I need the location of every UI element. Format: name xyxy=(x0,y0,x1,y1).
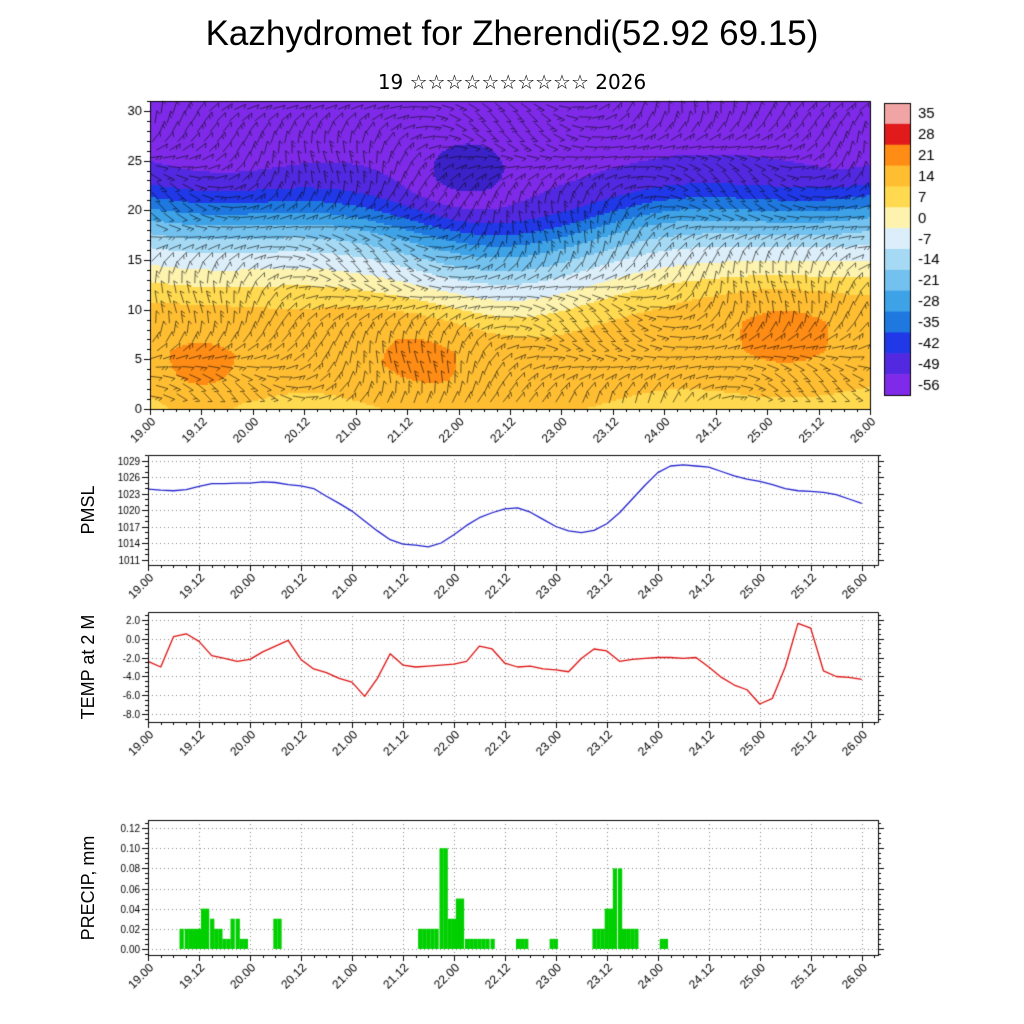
pmsl-axis-label: PMSL xyxy=(78,485,98,535)
temperature-wind-cross-section-panel xyxy=(0,95,1024,455)
temperature-colorbar xyxy=(870,95,1024,425)
precip-axis-label: PRECIP, mm xyxy=(78,835,98,941)
precip-panel xyxy=(0,810,1024,1022)
page-title: Kazhydromet for Zherendi(52.92 69.15) xyxy=(205,14,819,53)
page-subtitle: 19 ☆☆☆☆☆☆☆☆☆☆ 2026 xyxy=(377,70,647,94)
temp-axis-label: TEMP at 2 M xyxy=(78,614,98,720)
pmsl-panel xyxy=(0,440,1024,610)
temp2m-panel xyxy=(0,598,1024,783)
